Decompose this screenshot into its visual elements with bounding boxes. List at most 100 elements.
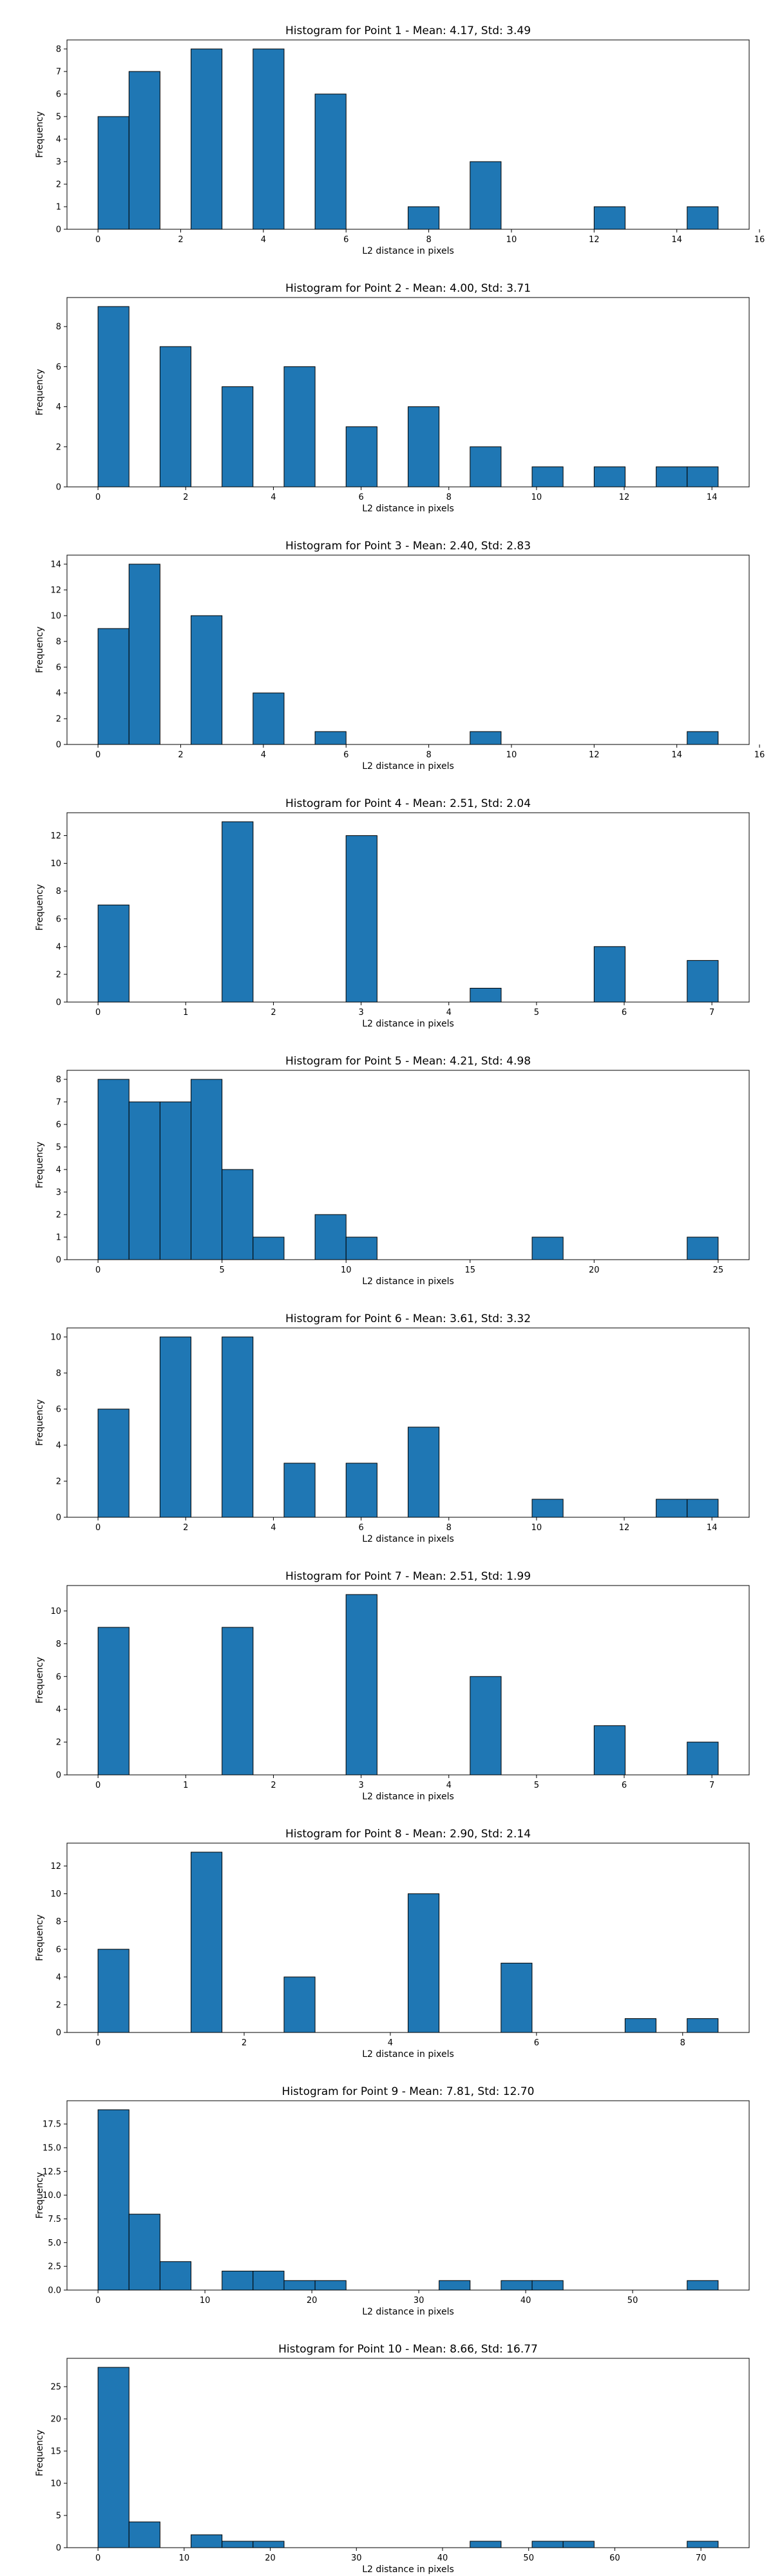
histogram-bar [501,2280,533,2291]
y-tick-label: 8 [56,1917,61,1927]
plot-frame [66,1842,750,2033]
histogram-bar [408,1893,440,2033]
histogram-bar [283,1463,316,1518]
y-tick-label: 6 [56,90,61,100]
y-tick-label: 10 [50,1889,61,1899]
y-tick-label: 3 [56,1188,61,1198]
x-tick-label: 4 [261,750,266,760]
plot-frame [66,1585,750,1776]
x-tick-label: 30 [351,2553,362,2563]
y-tick-label: 12 [50,831,61,841]
chart-title: Histogram for Point 7 - Mean: 2.51, Std:… [285,1570,531,1583]
histogram-panel-4: Histogram for Point 4 - Mean: 2.51, Std:… [35,797,750,1029]
y-tick-label: 6 [56,914,61,924]
histogram-bar [128,71,160,230]
x-tick-label: 7 [709,1008,714,1018]
y-tick-label: 4 [56,135,61,145]
x-tick-label: 1 [183,1781,188,1790]
chart-title: Histogram for Point 4 - Mean: 2.51, Std:… [285,797,531,810]
y-axis-label: Frequency [35,1915,45,1961]
x-tick-label: 0 [95,1523,100,1533]
y-tick-label: 0 [56,1513,61,1523]
x-tick-label: 0 [95,1008,100,1018]
histogram-bar [687,2280,719,2291]
x-tick-label: 10 [506,750,517,760]
plot-frame [66,1327,750,1518]
histogram-bar [97,2367,129,2548]
histogram-bar [222,2271,254,2291]
x-tick-label: 8 [446,493,452,502]
chart-title: Histogram for Point 1 - Mean: 4.17, Std:… [285,24,531,37]
histogram-panel-3: Histogram for Point 3 - Mean: 2.40, Std:… [35,540,765,772]
histogram-bar [687,731,719,745]
x-tick-label: 0 [95,2038,100,2048]
y-axis-label: Frequency [35,1399,45,1446]
histogram-bar [531,1499,564,1518]
histogram-bar [531,466,564,488]
y-tick-label: 5.0 [48,2239,61,2248]
histogram-bar [470,161,502,230]
histogram-bar [593,946,625,1003]
y-tick-label: 12.5 [43,2167,61,2177]
x-tick-label: 3 [358,1008,363,1018]
y-tick-label: 8 [56,45,61,55]
histogram-bar [97,2109,129,2291]
histogram-bar [159,346,192,488]
y-tick-label: 8 [56,638,61,647]
y-tick-label: 7.5 [48,2215,61,2224]
y-tick-label: 0 [56,1771,61,1781]
y-tick-label: 2.5 [48,2262,61,2272]
histogram-bar [128,1101,160,1260]
x-tick-label: 6 [343,750,348,760]
y-tick-label: 12 [50,1862,61,1871]
y-tick-label: 15 [50,2447,61,2457]
x-tick-label: 2 [271,1781,276,1790]
y-axis-label: Frequency [35,369,45,415]
histogram-bar [222,1169,254,1260]
chart-title: Histogram for Point 9 - Mean: 7.81, Std:… [282,2085,535,2098]
x-axis-label: L2 distance in pixels [362,1019,454,1029]
x-tick-label: 5 [534,1781,539,1790]
x-tick-label: 12 [619,493,630,502]
plot-frame [66,554,750,745]
y-tick-label: 4 [56,689,61,699]
y-tick-label: 20 [50,2415,61,2425]
histogram-bar [345,1236,377,1260]
histogram-bar [253,2541,285,2548]
y-tick-label: 2 [56,180,61,190]
histogram-bar [222,1627,254,1776]
histogram-bar [159,1101,192,1260]
histogram-bar [531,2541,564,2548]
histogram-bar [408,206,440,230]
plot-frame [66,39,750,230]
y-tick-label: 0 [56,741,61,750]
x-tick-label: 40 [437,2553,448,2563]
x-tick-label: 0 [95,493,100,502]
y-tick-label: 0 [56,225,61,235]
histogram-bar [345,426,377,488]
x-axis-label: L2 distance in pixels [362,504,454,514]
x-tick-label: 7 [709,1781,714,1790]
y-tick-label: 2 [56,442,61,452]
y-tick-label: 0 [56,2029,61,2038]
histogram-bar [253,692,285,745]
y-axis-label: Frequency [35,1142,45,1188]
y-tick-label: 3 [56,158,61,167]
y-tick-label: 10 [50,1333,61,1343]
histogram-bar [253,1236,285,1260]
histogram-bar [222,821,254,1003]
y-tick-label: 7 [56,68,61,77]
y-tick-label: 2 [56,1211,61,1220]
x-tick-label: 10 [506,235,517,245]
histogram-bar [97,628,129,745]
histogram-bar [97,1627,129,1776]
y-tick-label: 6 [56,1945,61,1955]
x-tick-label: 2 [271,1008,276,1018]
y-tick-label: 0 [56,2544,61,2553]
x-tick-label: 0 [95,750,100,760]
x-tick-label: 8 [426,750,431,760]
histogram-bar [470,731,502,745]
x-tick-label: 14 [671,750,682,760]
x-tick-label: 4 [271,493,276,502]
histogram-bar [470,1676,502,1776]
